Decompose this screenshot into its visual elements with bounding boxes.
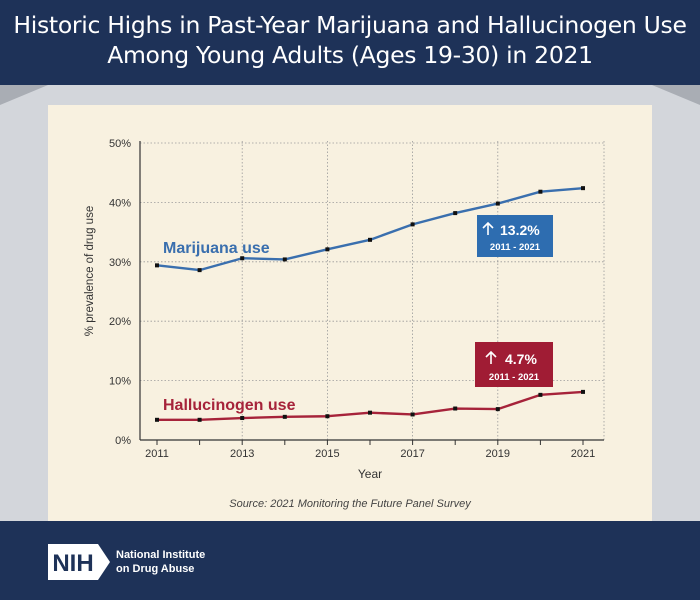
up-arrow-icon — [485, 350, 497, 364]
page-title: Historic Highs in Past-Year Marijuana an… — [0, 0, 700, 70]
title-line-2: Among Young Adults (Ages 19-30) in 2021 — [107, 41, 593, 69]
y-tick-label: 50% — [109, 138, 131, 150]
data-point — [495, 201, 500, 206]
institute-name-line-1: National Institute — [116, 549, 206, 561]
x-tick-label: 2021 — [571, 448, 595, 460]
hallucinogen-badge-bg — [475, 342, 553, 387]
data-point — [410, 222, 415, 227]
title-line-1: Historic Highs in Past-Year Marijuana an… — [13, 11, 687, 39]
data-point — [197, 417, 202, 422]
series-label-marijuana: Marijuana use — [163, 240, 270, 257]
y-tick-label: 30% — [109, 257, 131, 269]
data-point — [538, 392, 543, 397]
hallucinogen-change-value: 4.7% — [505, 351, 537, 367]
data-point — [538, 189, 543, 194]
x-axis-label: Year — [358, 467, 382, 481]
footer-bar: NIH National Institute on Drug Abuse — [0, 521, 700, 600]
institute-name: National Institute on Drug Abuse — [116, 548, 205, 576]
marijuana-change-range: 2011 - 2021 — [490, 242, 541, 253]
header-banner: Historic Highs in Past-Year Marijuana an… — [0, 0, 700, 85]
data-point — [581, 389, 585, 394]
data-point — [240, 256, 245, 261]
y-tick-label: 10% — [109, 376, 131, 388]
y-axis-label: % prevalence of drug use — [84, 206, 96, 336]
marijuana-badge-bg — [477, 215, 553, 257]
nih-logo-text: NIH — [52, 550, 93, 577]
nih-logo-icon: NIH — [48, 544, 110, 580]
x-tick-label: 2013 — [230, 448, 254, 460]
data-point — [282, 257, 287, 262]
data-point — [155, 417, 159, 422]
left-shadow-wedge — [0, 85, 48, 105]
data-point — [581, 186, 585, 191]
y-tick-label: 20% — [109, 316, 131, 328]
marijuana-change-value: 13.2% — [500, 222, 540, 238]
source-note: Source: 2021 Monitoring the Future Panel… — [229, 498, 472, 510]
hallucinogen-change-badge: 4.7% 2011 - 2021 — [475, 342, 553, 387]
institute-name-line-2: on Drug Abuse — [116, 563, 195, 575]
data-point — [325, 247, 330, 252]
data-point — [282, 414, 287, 419]
data-point — [453, 211, 458, 216]
x-tick-label: 2017 — [400, 448, 424, 460]
data-point — [197, 268, 202, 273]
data-point — [410, 412, 415, 417]
grid-layer — [140, 141, 605, 440]
x-tick-label: 2011 — [145, 448, 169, 460]
data-point — [240, 416, 245, 421]
right-shadow-wedge — [652, 85, 700, 105]
data-point — [325, 414, 330, 419]
data-point — [495, 407, 500, 412]
chart-panel — [48, 105, 652, 521]
x-tick-label: 2019 — [486, 448, 510, 460]
y-tick-label: 0% — [115, 435, 131, 447]
hallucinogen-change-range: 2011 - 2021 — [489, 372, 540, 383]
axis-layer: 0% 10% 20% 30% 40% 50% 2011 2013 2015 2017 2019 202… — [109, 138, 604, 460]
y-tick-label: 40% — [109, 197, 131, 209]
data-point — [453, 406, 458, 411]
series-layer — [155, 186, 585, 422]
up-arrow-icon — [482, 221, 494, 235]
x-tick-label: 2015 — [315, 448, 339, 460]
series-label-hallucinogen: Hallucinogen use — [163, 397, 296, 414]
data-point — [368, 410, 372, 415]
data-point — [155, 263, 159, 268]
data-point — [368, 237, 372, 242]
marijuana-change-badge: 13.2% 2011 - 2021 — [477, 215, 553, 257]
